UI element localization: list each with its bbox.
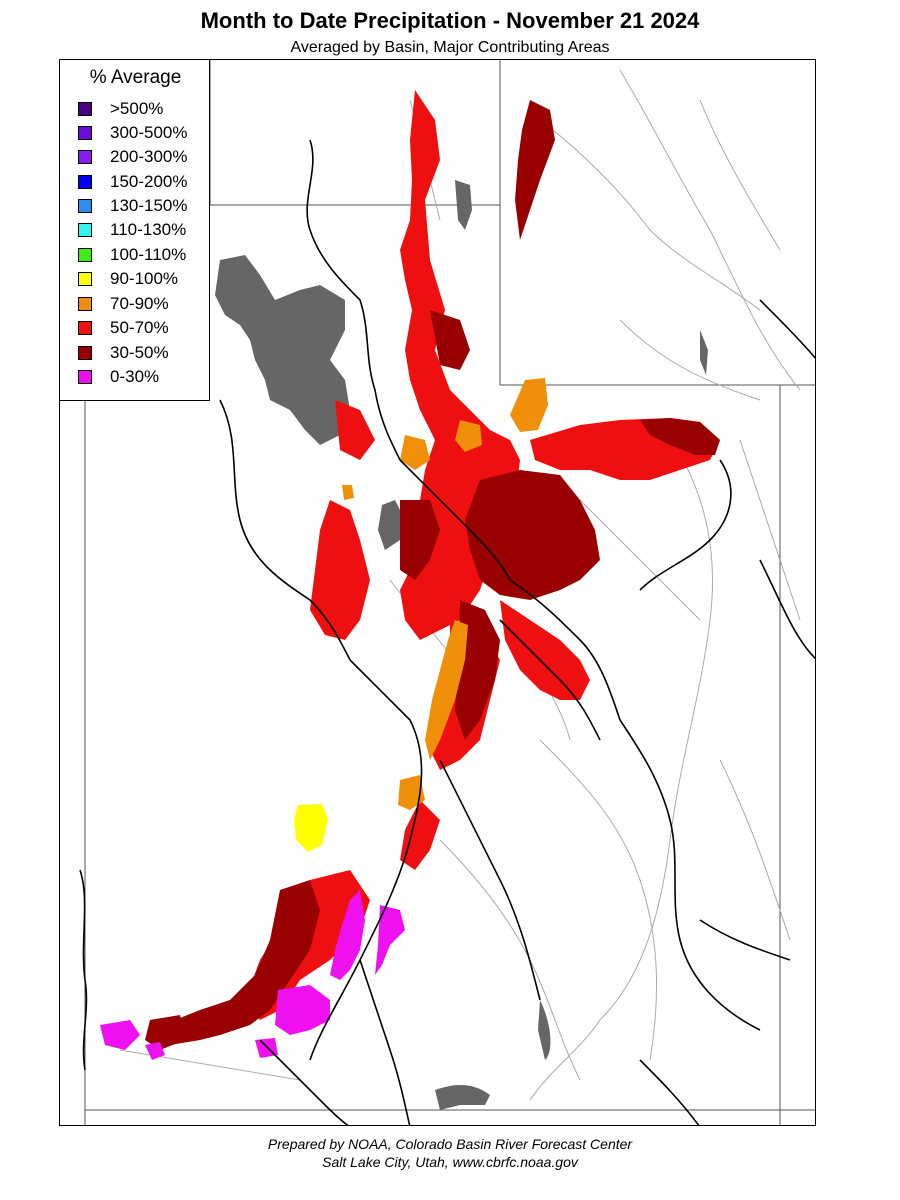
legend-swatch [78, 150, 92, 164]
footer-credit: Prepared by NOAA, Colorado Basin River F… [267, 1136, 633, 1152]
legend-swatch [78, 297, 92, 311]
legend-swatch [78, 321, 92, 335]
map-canvas [79, 60, 815, 1125]
basin-boundaries [79, 139, 815, 1125]
legend-label: 50-70% [110, 318, 169, 337]
legend-swatch [78, 346, 92, 360]
legend-label: 200-300% [110, 147, 188, 166]
legend-item: 70-90% [78, 294, 169, 314]
legend-item: 130-150% [78, 196, 188, 216]
legend-label: >500% [110, 99, 164, 118]
precip-90-100 [294, 804, 328, 852]
legend-swatch [78, 175, 92, 189]
legend-label: 70-90% [110, 294, 169, 313]
legend-item: 300-500% [78, 123, 188, 143]
legend-label: 130-150% [110, 196, 188, 215]
legend-swatch [78, 126, 92, 140]
legend-swatch [78, 272, 92, 286]
legend-label: 30-50% [110, 343, 169, 362]
legend-item: 90-100% [78, 269, 178, 289]
state-lines [84, 60, 815, 1125]
legend-swatch [78, 248, 92, 262]
legend-label: 110-130% [110, 220, 187, 239]
legend-swatch [78, 102, 92, 116]
legend-item: >500% [78, 99, 163, 119]
legend-item: 30-50% [78, 343, 169, 363]
legend-item: 50-70% [78, 318, 169, 338]
legend-label: 90-100% [110, 269, 179, 288]
legend-label: 300-500% [110, 123, 188, 142]
legend-label: 0-30% [110, 367, 160, 386]
legend-item: 100-110% [78, 245, 186, 265]
legend-item: 200-300% [78, 147, 188, 167]
legend-swatch [78, 199, 92, 213]
legend-item: 110-130% [78, 220, 186, 240]
legend-swatch [78, 223, 92, 237]
footer-location: Salt Lake City, Utah, www.cbrfc.noaa.gov [322, 1154, 578, 1170]
map-title: Month to Date Precipitation - November 2… [200, 8, 700, 33]
legend: % Average >500% 300-500% 200-300% 150-20… [59, 59, 210, 401]
lakes [215, 180, 708, 1110]
legend-item: 0-30% [78, 367, 159, 387]
map-subtitle: Averaged by Basin, Major Contributing Ar… [290, 39, 610, 56]
legend-label: 100-110% [110, 245, 187, 264]
legend-swatch [78, 370, 92, 384]
legend-item: 150-200% [78, 172, 188, 192]
legend-title: % Average [89, 67, 182, 88]
precip-0-30 [100, 890, 405, 1060]
legend-label: 150-200% [110, 172, 188, 191]
